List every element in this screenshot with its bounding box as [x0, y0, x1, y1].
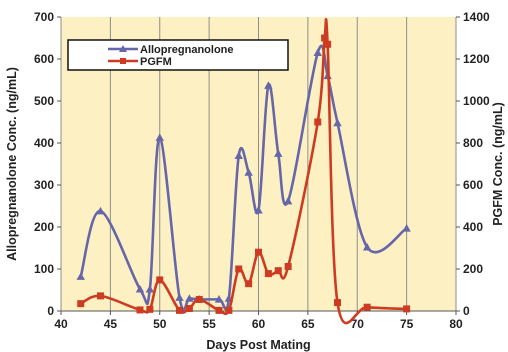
pgfm-point — [215, 306, 223, 314]
right-y-tick-label: 200 — [463, 262, 483, 276]
x-tick-label: 80 — [449, 317, 463, 331]
left-y-tick-label: 500 — [34, 94, 54, 108]
pgfm-point — [146, 305, 154, 313]
pgfm-point — [284, 262, 292, 270]
left-y-tick-label: 400 — [34, 136, 54, 150]
allopregnanolone-point — [185, 294, 194, 302]
allopregnanolone-point — [274, 149, 283, 157]
allopregnanolone-point — [283, 196, 293, 205]
x-axis-title: Days Post Mating — [206, 338, 310, 352]
pgfm-point — [235, 265, 243, 273]
pgfm-point — [264, 270, 272, 278]
x-tick-label: 60 — [252, 317, 266, 331]
pgfm-point — [185, 304, 193, 312]
legend-marker-pgfm — [120, 58, 126, 64]
allopregnanolone-point — [333, 118, 342, 127]
allopregnanolone-point — [175, 293, 184, 301]
allopregnanolone-point — [214, 295, 224, 303]
pgfm-point — [255, 248, 262, 256]
pgfm-point — [245, 280, 253, 288]
allopregnanolone-point — [362, 242, 372, 251]
allopregnanolone-point — [96, 206, 105, 215]
x-tick-label: 45 — [104, 317, 118, 331]
allopregnanolone-point — [264, 81, 273, 89]
x-axis-ticks: 40 45 50 55 60 65 70 75 80 — [54, 311, 463, 331]
pgfm-point — [403, 305, 411, 313]
right-y-tick-label: 1000 — [463, 94, 490, 108]
allopregnanolone-point — [402, 224, 411, 232]
pgfm-point — [321, 34, 329, 42]
x-tick-label: 75 — [400, 317, 414, 331]
x-tick-label: 70 — [351, 317, 365, 331]
left-y-tick-label: 0 — [47, 304, 54, 318]
pgfm-point — [363, 303, 371, 311]
right-y-tick-label: 0 — [463, 304, 470, 318]
pgfm-point — [176, 306, 183, 314]
pgfm-series — [77, 18, 411, 325]
left-y-tick-label: 700 — [34, 10, 54, 24]
pgfm-point — [97, 292, 104, 300]
right-y-tick-label: 800 — [463, 136, 483, 150]
x-tick-label: 55 — [202, 317, 216, 331]
pgfm-point — [195, 295, 203, 303]
allopregnanolone-point — [155, 133, 164, 141]
x-tick-label: 50 — [153, 317, 167, 331]
pgfm-point — [334, 299, 341, 307]
left-y-tick-label: 100 — [34, 262, 54, 276]
legend-marker-allopregnanolone — [119, 45, 127, 52]
series-layer — [76, 18, 411, 325]
legend-box — [67, 39, 289, 71]
right-y-tick-label: 1200 — [463, 52, 490, 66]
allopregnanolone-point — [313, 48, 322, 57]
x-tick-label: 65 — [301, 317, 315, 331]
right-y-tick-label: 1400 — [463, 10, 490, 24]
allopregnanolone-point — [254, 206, 263, 214]
left-y-tick-label: 300 — [34, 178, 54, 192]
left-y-axis-ticks: 0 100 200 300 400 500 600 700 — [34, 10, 61, 318]
legend-label-pgfm: PGFM — [140, 56, 172, 68]
pgfm-point — [156, 276, 164, 284]
legend-label-allopregnanolone: Allopregnanolone — [140, 44, 234, 56]
left-y-tick-label: 600 — [34, 52, 54, 66]
pgfm-point — [136, 306, 144, 314]
x-tick-label: 40 — [54, 317, 68, 331]
pgfm-point — [77, 300, 85, 308]
pgfm-point — [314, 118, 322, 126]
allopregnanolone-point — [234, 151, 243, 159]
pgfm-point — [324, 40, 332, 48]
pgfm-point — [274, 267, 282, 275]
right-y-tick-label: 600 — [463, 178, 483, 192]
right-y-axis-ticks: 0 200 400 600 800 1000 1200 1400 — [456, 10, 490, 318]
right-y-tick-label: 400 — [463, 220, 483, 234]
allopregnanolone-point — [135, 284, 145, 293]
right-y-axis-title: PGFM Conc. (ng/mL) — [491, 102, 505, 226]
allopregnanolone-point — [145, 284, 155, 293]
allopregnanolone-point — [76, 272, 85, 280]
left-y-axis-title: Allopregnanolone Conc. (ng/mL) — [5, 67, 19, 261]
pgfm-point — [225, 306, 233, 314]
left-y-tick-label: 200 — [34, 220, 54, 234]
allopregnanolone-point — [244, 168, 253, 176]
